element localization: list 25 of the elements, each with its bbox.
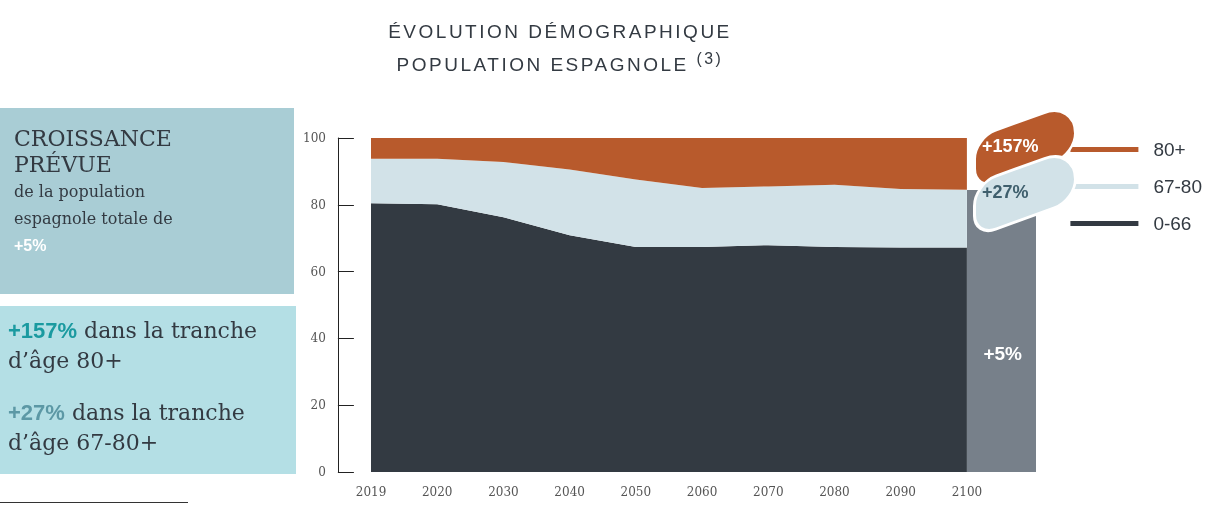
x-tick-label: 2070	[752, 485, 784, 499]
y-tick-label: 20	[310, 398, 326, 413]
y-tick-label: 40	[310, 331, 326, 346]
y-tick-label: 0	[318, 465, 326, 479]
text: +157% dans la tranche d’âge 80+	[8, 317, 259, 375]
x-tick-label: 2019	[355, 485, 387, 499]
x-tick-label: 2100	[951, 485, 983, 499]
text: +27% dans la tranche d’âge 67-80+	[8, 399, 246, 457]
x-tick-label: 2060	[686, 485, 718, 499]
legend-label: 80+	[1153, 139, 1186, 160]
x-tick-label: 2040	[554, 485, 585, 499]
chart-title: ÉVOLUTION DÉMOGRAPHIQUE POPULATION ESPAGNOLE $^{(3)}$	[387, 20, 733, 78]
x-tick-label: 2090	[885, 485, 916, 499]
y-tick-label: 80	[310, 197, 326, 212]
x-tick-label: 2020	[421, 485, 453, 499]
x-tick-label: 2030	[488, 485, 519, 499]
y-tick-label: 100	[303, 131, 326, 145]
text: de la population espagnole totale de +5%	[14, 181, 174, 256]
x-tick-label: 2050	[620, 485, 652, 499]
legend-label: 0-66	[1153, 213, 1192, 234]
x-tick-label: 2080	[819, 485, 850, 499]
text: CROISSANCE PRÉVUE	[14, 126, 173, 178]
annotation: +5%	[983, 343, 1022, 366]
y-tick-label: 60	[310, 264, 326, 279]
legend-label: 67-80	[1153, 176, 1203, 197]
